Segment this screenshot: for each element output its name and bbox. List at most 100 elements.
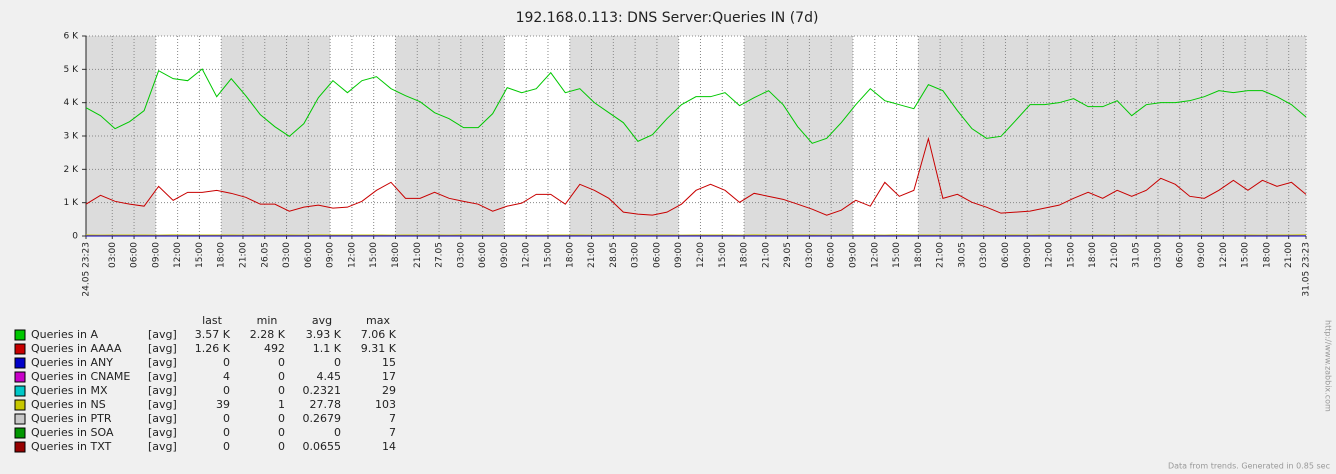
x-tick-label: 29.05 [783,242,793,268]
legend-stat: 0 [278,412,285,425]
legend-label: Queries in NS [31,398,106,411]
x-tick-label: 06:00 [130,242,140,268]
legend-swatch [14,329,26,341]
legend-stat: 0 [278,384,285,397]
x-tick-label: 30.05 [957,242,967,268]
legend-stat: 0 [334,426,341,439]
legend-label: Queries in PTR [31,412,112,425]
legend-swatch [14,385,26,397]
work-period [504,36,570,236]
legend-function: [avg] [148,398,177,411]
x-tick-label: 15:00 [369,242,379,268]
legend-swatch [14,357,26,369]
x-tick-label: 12:00 [522,242,532,268]
legend-stat: 0 [278,440,285,453]
x-tick-label: 09:00 [1197,242,1207,268]
x-tick-label: 15:00 [1241,242,1251,268]
legend-label: Queries in TXT [31,440,112,453]
x-tick-label: 15:00 [543,242,553,268]
x-tick-label: 18:00 [391,242,401,268]
x-tick-label: 06:00 [652,242,662,268]
legend-stat: 0 [223,356,230,369]
legend-stat: 3.57 K [195,328,231,341]
y-tick-label: 3 K [64,132,80,142]
legend-stat: 4 [223,370,230,383]
legend-header: min [257,314,278,327]
x-tick-label: 03:00 [456,242,466,268]
x-tick-label: 18:00 [914,242,924,268]
y-tick-label: 6 K [64,32,80,42]
x-tick-label: 12:00 [1219,242,1229,268]
x-tick-label: 09:00 [326,242,336,268]
legend-swatch [14,413,26,425]
x-tick-label: 12:00 [870,242,880,268]
x-tick-label: 21:00 [761,242,771,268]
legend-stat: 0 [278,370,285,383]
legend-stat: 0 [334,356,341,369]
x-tick-label: 21:00 [587,242,597,268]
x-tick-label: 21:00 [936,242,946,268]
legend-label: Queries in SOA [31,426,114,439]
x-tick-label: 03:00 [631,242,641,268]
x-tick-label: 06:00 [1001,242,1011,268]
legend-function: [avg] [148,328,177,341]
x-tick-label: 06:00 [827,242,837,268]
legend-stat: 39 [216,398,230,411]
x-tick-label: 26.05 [260,242,270,268]
x-tick-label: 18:00 [1262,242,1272,268]
legend-stat: 7.06 K [361,328,397,341]
legend-stat: 1 [278,398,285,411]
x-tick-label: 24.05 23:23 [82,242,92,297]
x-tick-label: 03:00 [282,242,292,268]
legend-function: [avg] [148,356,177,369]
x-tick-label: 15:00 [1066,242,1076,268]
x-tick-label: 15:00 [892,242,902,268]
y-tick-label: 5 K [64,65,80,75]
x-tick-label: 03:00 [1153,242,1163,268]
x-tick-label: 18:00 [1088,242,1098,268]
legend-label: Queries in MX [31,384,108,397]
legend-stat: 15 [382,356,396,369]
x-tick-label: 31.05 23:23 [1302,242,1312,297]
legend-function: [avg] [148,440,177,453]
x-tick-label: 15:00 [195,242,205,268]
legend-stat: 7 [389,426,396,439]
legend-swatch [14,399,26,411]
y-tick-label: 4 K [64,98,80,108]
x-tick-label: 06:00 [304,242,314,268]
x-tick-label: 09:00 [500,242,510,268]
legend-label: Queries in ANY [31,356,113,369]
x-tick-label: 15:00 [718,242,728,268]
legend-label: Queries in AAAA [31,342,122,355]
legend-stat: 3.93 K [306,328,342,341]
legend-function: [avg] [148,342,177,355]
x-tick-label: 12:00 [696,242,706,268]
x-tick-label: 31.05 [1132,242,1142,268]
legend-function: [avg] [148,412,177,425]
legend-stat: 1.26 K [195,342,231,355]
x-tick-label: 09:00 [674,242,684,268]
y-tick-label: 0 [72,232,78,242]
legend-stat: 2.28 K [250,328,286,341]
chart-title: 192.168.0.113: DNS Server:Queries IN (7d… [516,10,819,26]
x-tick-label: 21:00 [413,242,423,268]
x-tick-label: 12:00 [173,242,183,268]
x-tick-label: 27.05 [435,242,445,268]
legend-stat: 0.0655 [303,440,342,453]
x-tick-label: 18:00 [217,242,227,268]
x-tick-label: 03:00 [979,242,989,268]
x-tick-label: 21:00 [1110,242,1120,268]
legend-stat: 14 [382,440,396,453]
legend-stat: 0.2679 [303,412,342,425]
legend-stat: 4.45 [317,370,342,383]
x-tick-label: 03:00 [805,242,815,268]
y-tick-label: 2 K [64,165,80,175]
watermark: http://www.zabbix.com [1324,320,1333,412]
x-tick-label: 18:00 [740,242,750,268]
legend-stat: 0 [223,412,230,425]
x-tick-label: 06:00 [478,242,488,268]
x-tick-label: 28.05 [609,242,619,268]
y-tick-label: 1 K [64,198,80,208]
